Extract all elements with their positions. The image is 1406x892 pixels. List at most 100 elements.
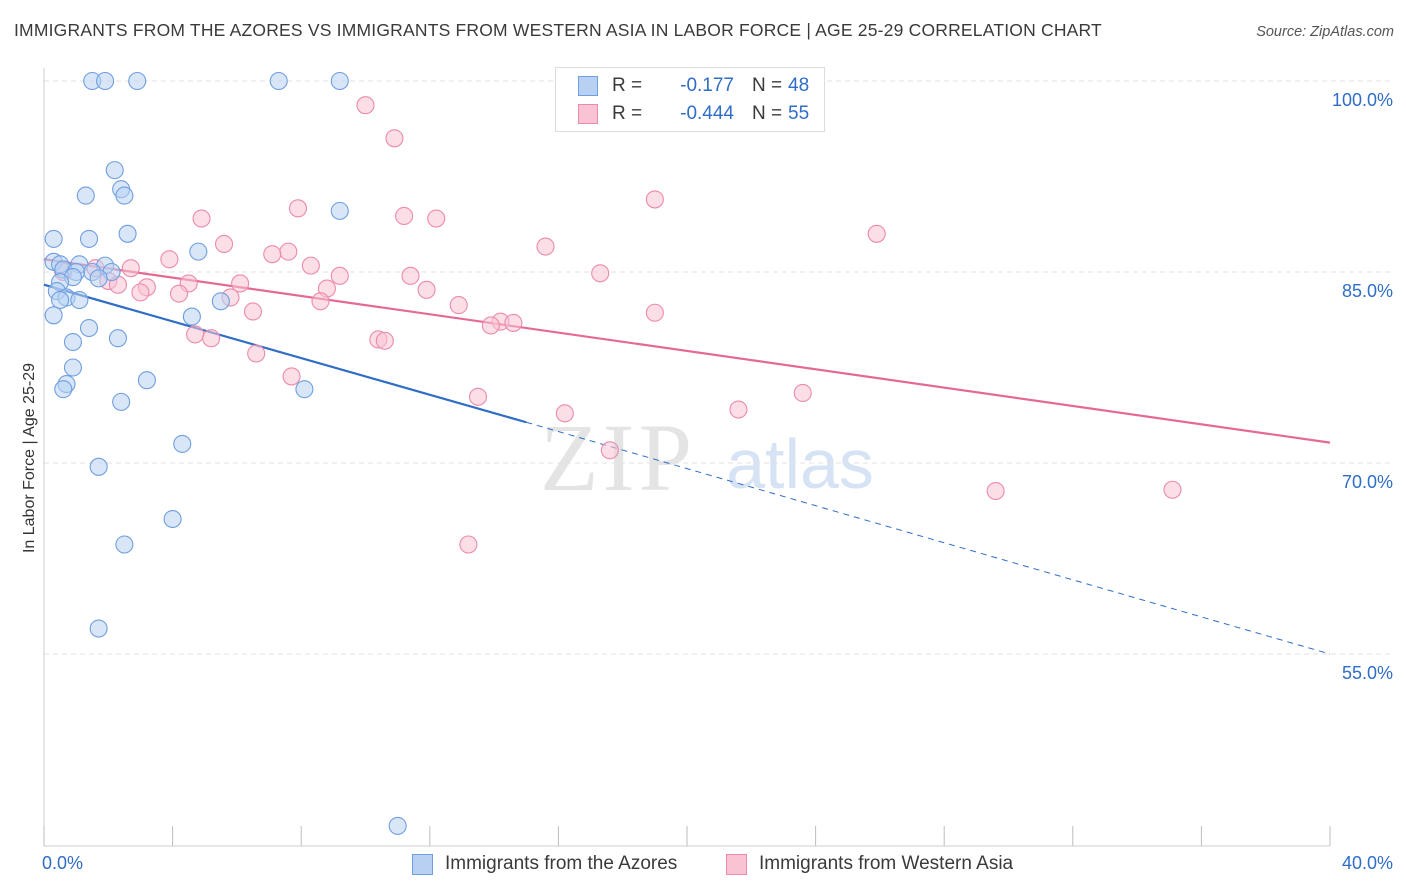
point-western-asia bbox=[311, 292, 330, 311]
point-azores bbox=[108, 329, 127, 348]
bottom-legend-swatch-blue bbox=[412, 853, 433, 875]
legend-n-value: 55 bbox=[788, 103, 810, 124]
y-axis-title: In Labor Force | Age 25-29 bbox=[21, 362, 38, 554]
point-western-asia bbox=[867, 224, 886, 243]
legend-n-label: N = bbox=[752, 75, 783, 96]
point-western-asia bbox=[395, 206, 414, 226]
point-western-asia bbox=[375, 331, 394, 350]
watermark: ZIP atlas bbox=[540, 404, 874, 511]
point-azores bbox=[112, 392, 131, 411]
trend-lines bbox=[43, 258, 1331, 655]
trend-line-azores-extension bbox=[526, 421, 1331, 655]
legend-row-azores: R = -0.177 N = 48 bbox=[578, 75, 809, 97]
point-azores bbox=[137, 371, 156, 390]
point-western-asia bbox=[401, 266, 420, 285]
legend-n-label: N = bbox=[752, 103, 783, 124]
point-western-asia bbox=[459, 535, 478, 554]
point-azores bbox=[89, 457, 108, 476]
point-azores bbox=[79, 229, 99, 248]
point-western-asia bbox=[121, 259, 140, 278]
bottom-legend-label-azores: Immigrants from the Azores bbox=[445, 853, 678, 874]
source-label: Source: ZipAtlas.com bbox=[1256, 24, 1394, 40]
y-tick-label: 85.0% bbox=[1342, 281, 1393, 301]
point-western-asia bbox=[536, 237, 555, 256]
point-western-asia bbox=[600, 441, 619, 460]
point-azores bbox=[70, 290, 89, 310]
legend-swatch-pink bbox=[578, 104, 598, 124]
legend-r-value: -0.444 bbox=[680, 103, 734, 124]
point-azores bbox=[388, 816, 407, 835]
point-western-asia bbox=[192, 209, 211, 228]
y-tick-label: 70.0% bbox=[1342, 472, 1393, 492]
point-azores bbox=[79, 318, 99, 338]
bottom-legend-label-western-asia: Immigrants from Western Asia bbox=[759, 853, 1014, 874]
point-azores bbox=[330, 201, 349, 220]
point-western-asia bbox=[356, 96, 375, 115]
point-western-asia bbox=[330, 266, 349, 285]
trend-line-western-asia bbox=[43, 258, 1331, 444]
point-azores bbox=[182, 307, 201, 326]
point-western-asia bbox=[645, 190, 664, 209]
point-azores bbox=[173, 434, 192, 453]
point-azores bbox=[269, 71, 288, 91]
point-western-asia bbox=[645, 303, 664, 322]
point-western-asia bbox=[417, 280, 436, 299]
grid-lines bbox=[44, 80, 1392, 655]
legend-row-western-asia: R = -0.444 N = 55 bbox=[578, 103, 809, 125]
bottom-legend-swatch-pink bbox=[726, 853, 747, 875]
point-western-asia bbox=[986, 481, 1005, 501]
point-azores bbox=[128, 71, 147, 91]
legend-r-label: R = bbox=[612, 103, 643, 124]
point-azores bbox=[163, 509, 182, 529]
point-western-asia bbox=[591, 264, 610, 283]
point-azores bbox=[63, 358, 82, 377]
point-western-asia bbox=[427, 209, 446, 228]
point-western-asia bbox=[263, 245, 282, 264]
point-western-asia bbox=[160, 250, 179, 269]
point-western-asia bbox=[247, 344, 266, 363]
axes bbox=[43, 68, 1331, 847]
chart-title: IMMIGRANTS FROM THE AZORES VS IMMIGRANTS… bbox=[14, 20, 1102, 40]
bottom-legend-azores: Immigrants from the Azores bbox=[412, 852, 677, 876]
point-azores bbox=[51, 290, 70, 310]
point-azores bbox=[63, 332, 82, 352]
point-azores bbox=[295, 380, 314, 399]
point-azores bbox=[330, 71, 349, 91]
x-tick-label-min: 0.0% bbox=[42, 853, 83, 873]
trend-line-azores bbox=[43, 283, 527, 424]
point-western-asia bbox=[385, 129, 404, 148]
data-points bbox=[44, 71, 1182, 835]
point-azores bbox=[115, 186, 134, 205]
legend-swatch-blue bbox=[578, 76, 598, 96]
legend-n-value: 48 bbox=[788, 75, 810, 96]
point-western-asia bbox=[186, 325, 205, 344]
tick-labels: 55.0% 70.0% 85.0% 100.0% 0.0% 40.0% bbox=[42, 90, 1393, 873]
point-western-asia bbox=[301, 256, 320, 275]
point-azores bbox=[105, 161, 124, 180]
point-western-asia bbox=[288, 199, 308, 218]
point-western-asia bbox=[468, 387, 488, 406]
point-azores bbox=[44, 229, 63, 248]
point-western-asia bbox=[481, 316, 500, 335]
legend-r-value: -0.177 bbox=[680, 75, 734, 96]
point-western-asia bbox=[243, 302, 263, 321]
point-azores bbox=[118, 224, 137, 243]
point-western-asia bbox=[214, 234, 234, 254]
point-azores bbox=[115, 535, 134, 554]
point-western-asia bbox=[202, 329, 221, 348]
y-tick-label: 55.0% bbox=[1342, 663, 1393, 683]
point-azores bbox=[189, 242, 208, 261]
point-western-asia bbox=[131, 283, 150, 302]
point-azores bbox=[76, 186, 95, 205]
y-tick-label: 100.0% bbox=[1332, 90, 1393, 110]
watermark-atlas: atlas bbox=[726, 425, 874, 503]
point-western-asia bbox=[504, 313, 523, 332]
point-azores bbox=[89, 619, 108, 638]
point-western-asia bbox=[555, 404, 574, 423]
bottom-legend-western-asia: Immigrants from Western Asia bbox=[726, 852, 1013, 876]
point-azores bbox=[44, 306, 63, 325]
stats-legend: R = -0.177 N = 48 R = -0.444 N = 55 bbox=[555, 67, 825, 132]
point-western-asia bbox=[231, 274, 250, 293]
point-western-asia bbox=[729, 400, 748, 419]
